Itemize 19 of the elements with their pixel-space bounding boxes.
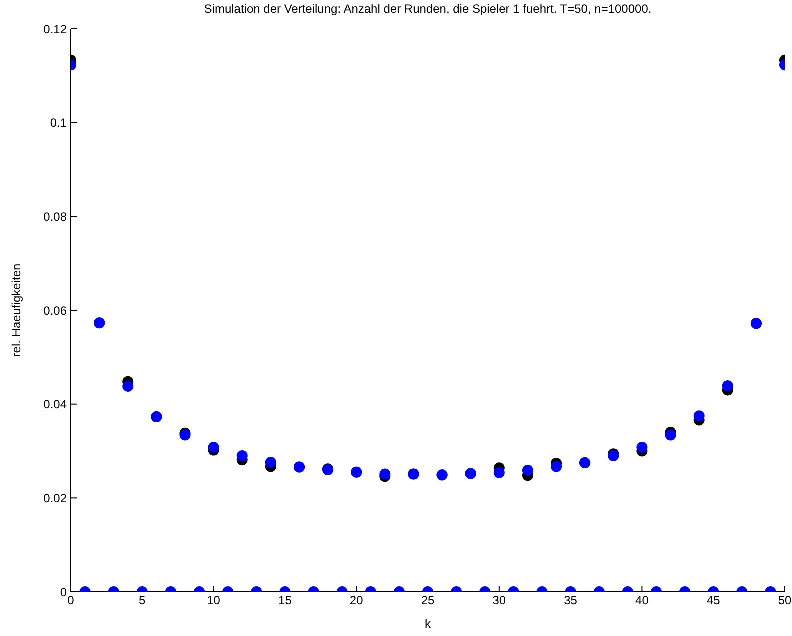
chart-title: Simulation der Verteilung: Anzahl der Runden, die Spieler 1 fuehrt. T=50, n=100000. [203, 2, 653, 16]
y-axis-title: rel. Haeufigkeiten [9, 264, 24, 358]
x-tick-label: 5 [139, 594, 146, 608]
y-tick-label: 0.1 [50, 116, 68, 130]
x-tick-label: 10 [207, 594, 221, 608]
y-tick-label: 0.06 [44, 304, 68, 318]
y-tick-label: 0.02 [44, 491, 68, 506]
x-tick-label: 40 [636, 594, 650, 608]
x-tick-label: 50 [778, 594, 792, 608]
x-tick-label: 35 [564, 594, 578, 608]
y-tick-label: 0.04 [44, 398, 68, 412]
y-tick-label: 0.08 [44, 210, 68, 224]
x-tick-label: 25 [421, 594, 435, 608]
x-tick-label: 45 [706, 594, 721, 608]
y-tick-label: 0.12 [44, 22, 68, 36]
x-tick-label: 15 [278, 594, 292, 608]
x-tick-label: 30 [492, 594, 506, 608]
x-tick-label: 20 [350, 594, 364, 608]
x-axis-title: k [425, 617, 432, 631]
